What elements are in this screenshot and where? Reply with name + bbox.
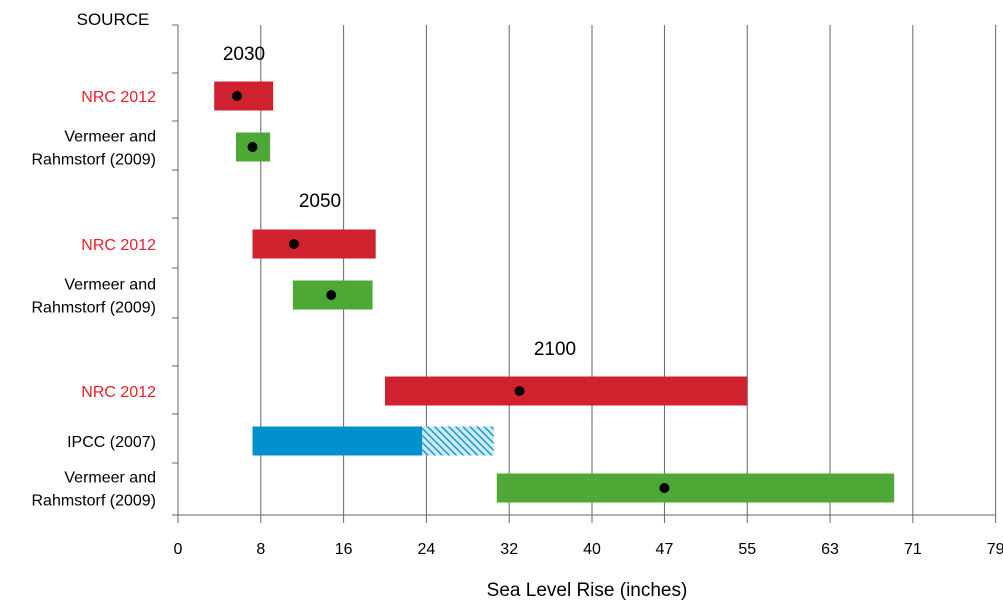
source-label: IPCC (2007) [67,434,156,451]
median-marker [231,91,242,101]
x-tick-label: 8 [256,541,265,558]
range-bar-hatched-extension [422,426,494,456]
x-tick-label: 63 [821,541,839,558]
median-marker [247,142,258,152]
range-bars [214,81,895,503]
x-tick-label: 71 [904,541,922,558]
year-label: 2100 [534,339,576,360]
x-tick-label: 24 [418,541,436,558]
range-bar-nrc [214,81,274,111]
source-label: Rahmstorf (2009) [32,493,157,510]
source-header: SOURCE [77,10,150,29]
grid-lines [260,25,997,515]
range-bar-vermeer [496,473,895,503]
year-label: 2030 [223,44,265,65]
median-marker [514,386,525,396]
source-label: Vermeer and [64,470,156,487]
x-tick-label: 79 [987,541,1003,558]
source-label: Rahmstorf (2009) [32,300,157,317]
source-label: NRC 2012 [81,237,156,254]
source-label: Vermeer and [64,129,156,146]
x-axis-title: Sea Level Rise (inches) [487,580,688,601]
source-label: NRC 2012 [81,384,156,401]
range-bar-nrc [385,376,748,406]
source-label: Rahmstorf (2009) [32,152,157,169]
year-label: 2050 [299,191,341,212]
x-tick-label: 16 [335,541,353,558]
x-tick-label: 40 [583,541,601,558]
median-marker [659,483,670,493]
range-bar-ipcc [252,426,423,456]
axes: SOURCE Sea Level Rise (inches) 0 8 16 24 32 4… [77,10,1003,601]
x-tick-label: 55 [738,541,756,558]
source-label: Vermeer and [64,277,156,294]
range-bar-nrc [252,229,376,259]
median-marker [288,239,299,249]
x-tick-label: 32 [500,541,518,558]
median-marker [326,290,337,300]
x-tick-label: 0 [174,541,183,558]
x-tick-label: 47 [656,541,674,558]
row-labels: 2030 NRC 2012 Vermeer and Rahmstorf (2009) 2… [32,44,577,510]
source-label: NRC 2012 [81,89,156,106]
